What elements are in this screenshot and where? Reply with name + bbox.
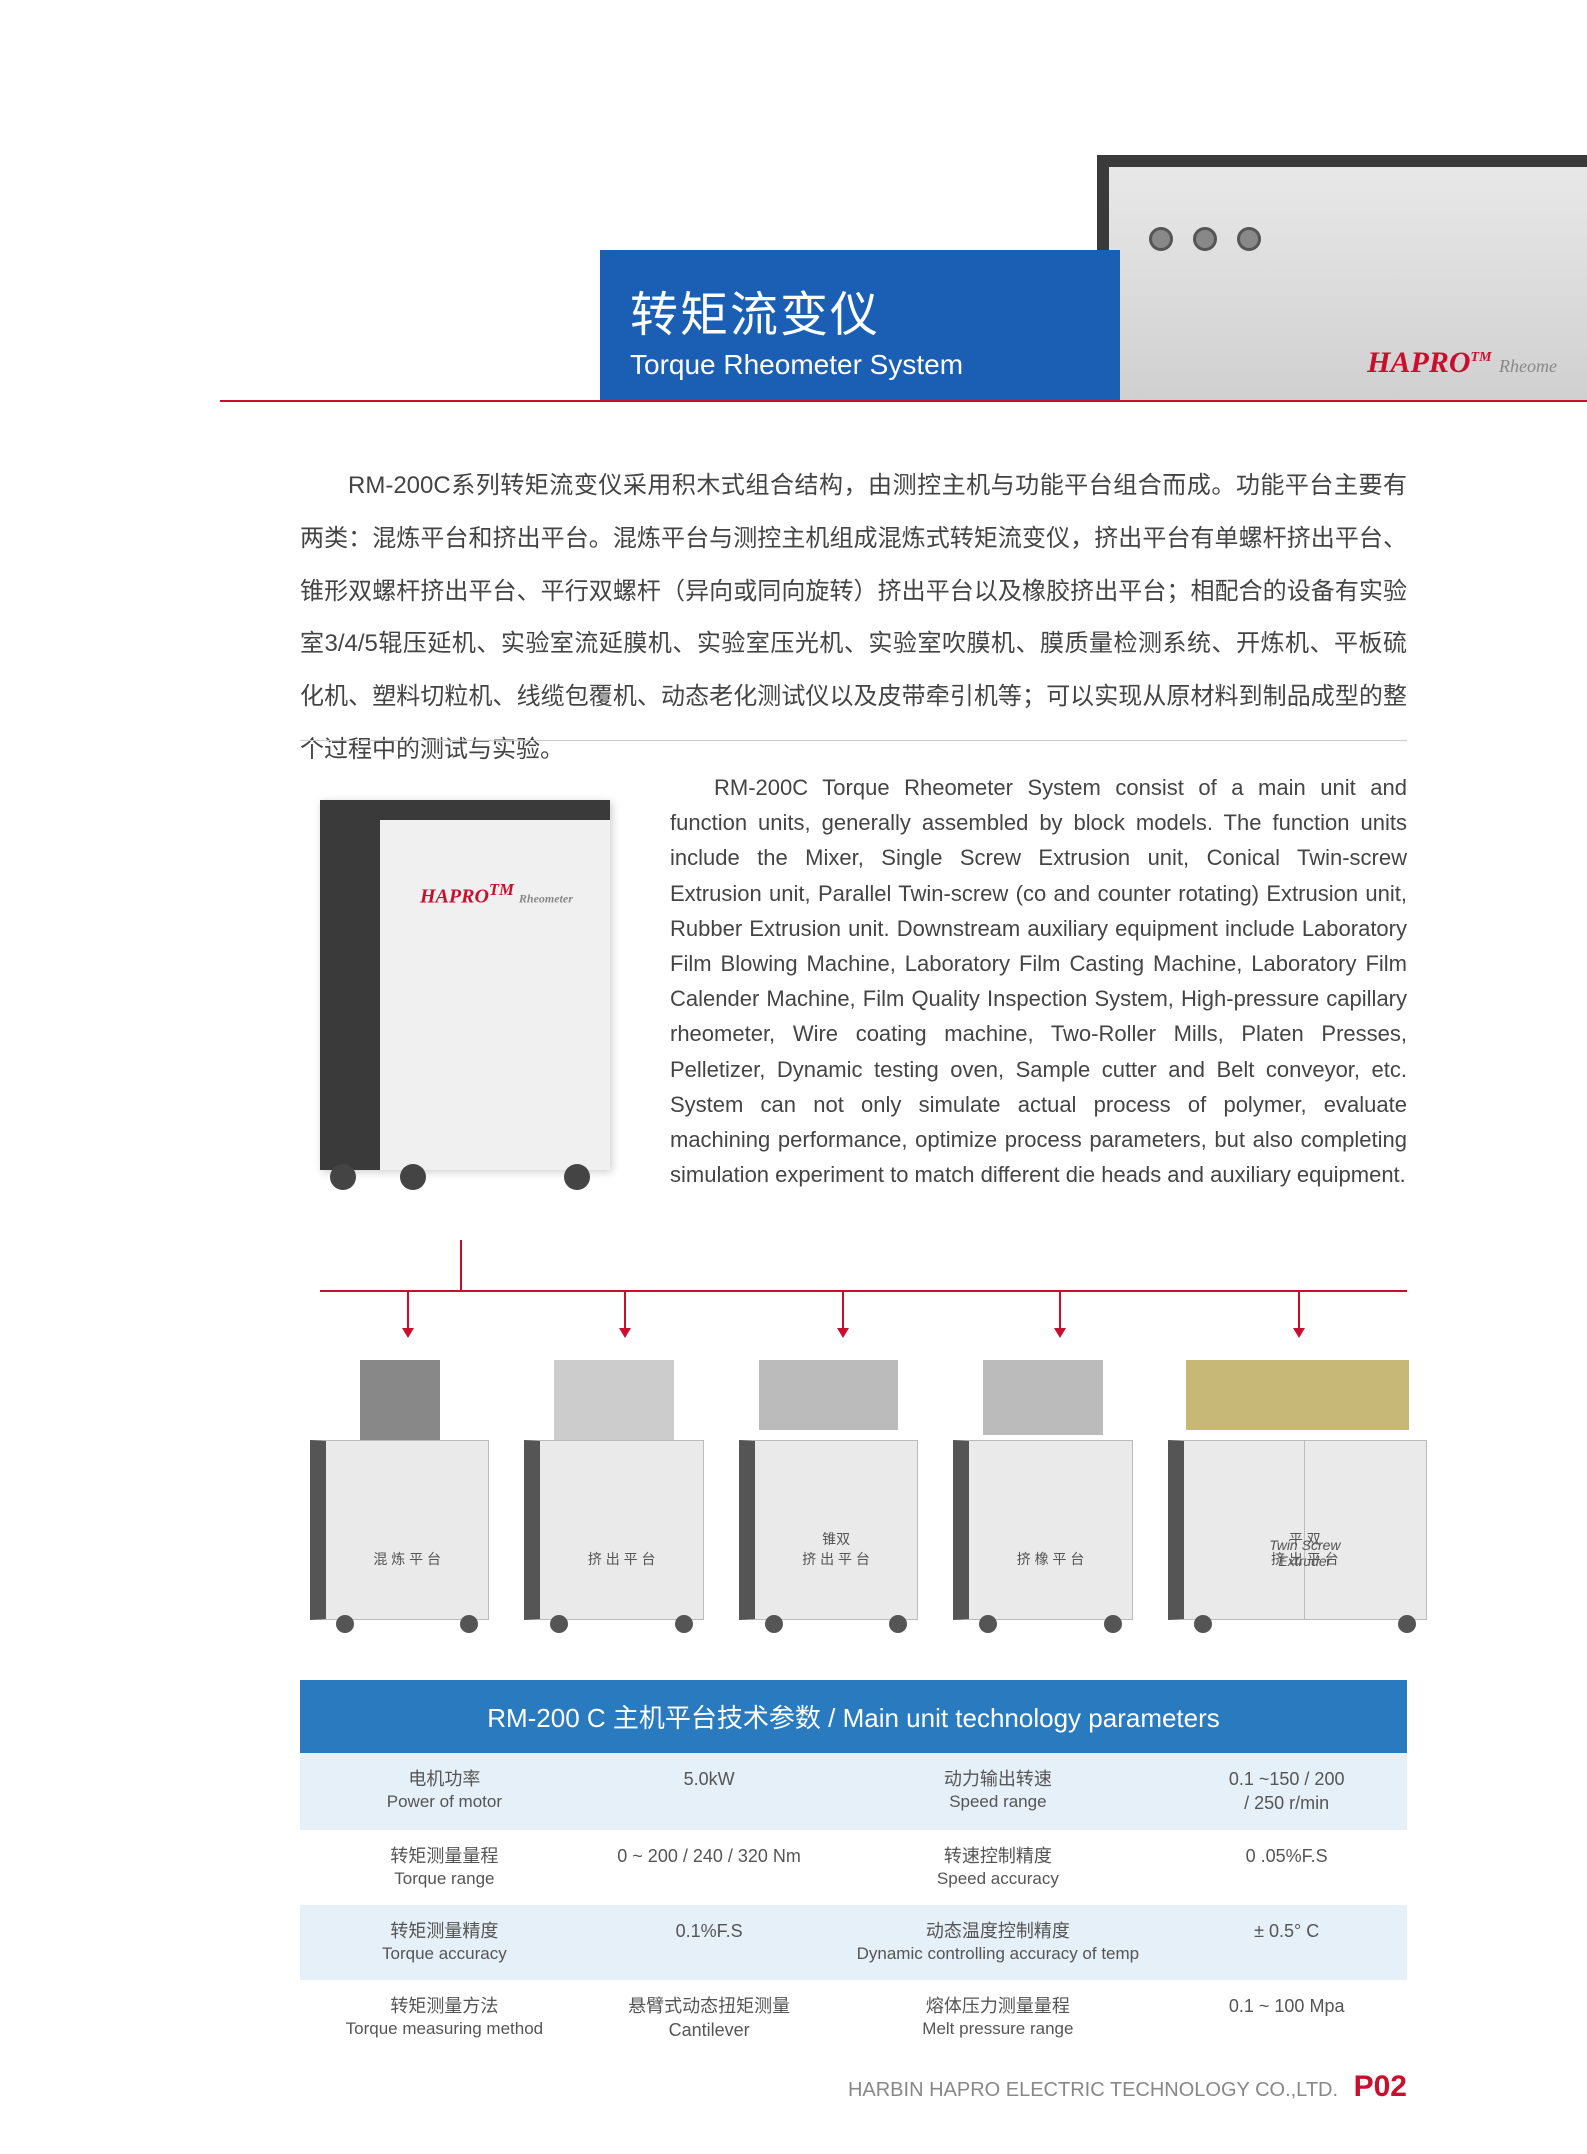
param-value: 0.1 ~ 100 Mpa <box>1166 1980 1407 2057</box>
param-value: 0 ~ 200 / 240 / 320 Nm <box>589 1830 830 1905</box>
unit-conical-twin: 锥双 挤 出 平 台 <box>729 1360 928 1620</box>
param-label: 熔体压力测量量程Melt pressure range <box>829 1980 1166 2057</box>
params-table: RM-200 C 主机平台技术参数 / Main unit technology… <box>300 1680 1407 2057</box>
param-label: 转矩测量量程Torque range <box>300 1830 589 1905</box>
brand-logo: HAPROTM Rheome <box>1367 346 1557 380</box>
param-label: 动力输出转速Speed range <box>829 1753 1166 1830</box>
params-row: 电机功率Power of motor5.0kW动力输出转速Speed range… <box>300 1753 1407 1830</box>
params-row: 转矩测量方法Torque measuring method悬臂式动态扭矩测量 C… <box>300 1980 1407 2057</box>
param-label: 动态温度控制精度Dynamic controlling accuracy of … <box>829 1905 1166 1980</box>
footer-company: HARBIN HAPRO ELECTRIC TECHNOLOGY CO.,LTD… <box>848 2079 1338 2101</box>
main-unit-illustration: HAPROTM Rheometer <box>300 770 630 1200</box>
unit-rubber: 挤 橡 平 台 <box>943 1360 1142 1620</box>
param-value: 悬臂式动态扭矩测量 Cantilever <box>589 1980 830 2057</box>
title-en: Torque Rheometer System <box>630 349 1090 381</box>
divider-thin <box>300 740 1407 741</box>
param-label: 转速控制精度Speed accuracy <box>829 1830 1166 1905</box>
unit-single-screw: 挤 出 平 台 <box>514 1360 713 1620</box>
unit-mixer: 混 炼 平 台 <box>300 1360 499 1620</box>
param-label: 电机功率Power of motor <box>300 1753 589 1830</box>
param-value: 0.1%F.S <box>589 1905 830 1980</box>
divider-red <box>220 400 1587 402</box>
param-value: ± 0.5° C <box>1166 1905 1407 1980</box>
params-title: RM-200 C 主机平台技术参数 / Main unit technology… <box>300 1680 1407 1753</box>
params-row: 转矩测量量程Torque range0 ~ 200 / 240 / 320 Nm… <box>300 1830 1407 1905</box>
footer: HARBIN HAPRO ELECTRIC TECHNOLOGY CO.,LTD… <box>848 2070 1407 2104</box>
title-banner: 转矩流变仪 Torque Rheometer System <box>600 250 1120 400</box>
param-value: 5.0kW <box>589 1753 830 1830</box>
param-label: 转矩测量精度Torque accuracy <box>300 1905 589 1980</box>
param-value: 0 .05%F.S <box>1166 1830 1407 1905</box>
param-label: 转矩测量方法Torque measuring method <box>300 1980 589 2057</box>
cn-description: RM-200C系列转矩流变仪采用积木式组合结构，由测控主机与功能平台组合而成。功… <box>300 460 1407 777</box>
params-row: 转矩测量精度Torque accuracy0.1%F.S动态温度控制精度Dyna… <box>300 1905 1407 1980</box>
header-region: HAPROTM Rheome 转矩流变仪 Torque Rheometer Sy… <box>0 0 1587 400</box>
en-description: RM-200C Torque Rheometer System consist … <box>670 770 1407 1200</box>
param-value: 0.1 ~150 / 200 / 250 r/min <box>1166 1753 1407 1830</box>
title-cn: 转矩流变仪 <box>630 275 1090 345</box>
page-number: P02 <box>1354 2070 1407 2103</box>
unit-parallel-twin: 平 双 挤 出 平 台 Twin Screw Extruder <box>1158 1360 1437 1620</box>
main-unit-row: HAPROTM Rheometer RM-200C Torque Rheomet… <box>300 770 1407 1200</box>
function-units-row: 混 炼 平 台 挤 出 平 台 锥双 挤 出 平 台 挤 橡 平 台 平 双 挤… <box>300 1360 1437 1620</box>
hero-equipment-illustration: HAPROTM Rheome <box>1097 155 1587 400</box>
connector-diagram <box>320 1240 1407 1360</box>
